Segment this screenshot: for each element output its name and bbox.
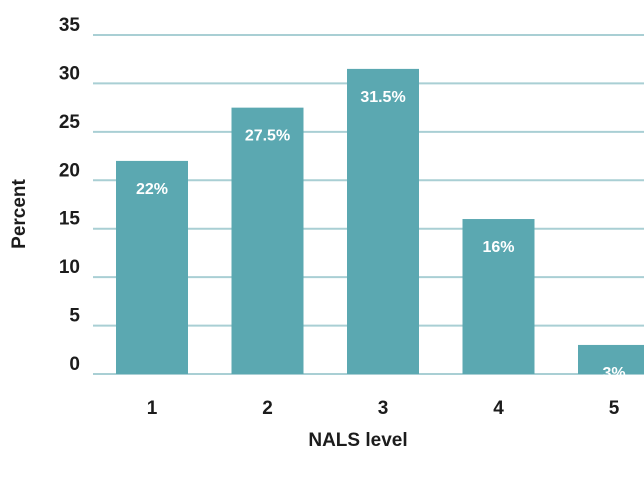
x-axis-ticks: 1 2 3 4 5	[147, 398, 620, 419]
y-axis-title: Percent	[9, 178, 30, 248]
bar	[347, 68, 419, 375]
x-tick-label: 1	[147, 398, 158, 419]
x-axis-title: NALS level	[308, 430, 407, 451]
x-tick-label: 4	[493, 398, 504, 419]
bar	[116, 160, 188, 374]
bar	[462, 219, 535, 374]
bar-value-label: 31.5%	[360, 89, 405, 106]
y-tick-label: 30	[59, 63, 80, 84]
y-tick-label: 15	[59, 209, 81, 230]
bar	[578, 344, 644, 374]
bars: 22% 27.5% 31.5% 16% 3%	[116, 68, 644, 382]
x-tick-label: 5	[609, 398, 620, 419]
y-tick-label: 10	[59, 257, 80, 278]
y-tick-label: 25	[59, 112, 81, 133]
bar-value-label: 27.5%	[245, 128, 290, 145]
bar-value-label: 3%	[602, 365, 625, 382]
x-tick-label: 2	[262, 398, 273, 419]
y-tick-label: 20	[59, 160, 80, 181]
y-axis-ticks: 0 5 10 15 20 25 30 35	[59, 15, 81, 375]
y-tick-label: 0	[69, 354, 80, 375]
bar-value-label: 16%	[482, 239, 514, 256]
y-tick-label: 5	[69, 306, 80, 327]
y-tick-label: 35	[59, 15, 81, 36]
x-tick-label: 3	[378, 398, 389, 419]
bar-value-label: 22%	[136, 181, 168, 198]
bar	[231, 107, 304, 375]
